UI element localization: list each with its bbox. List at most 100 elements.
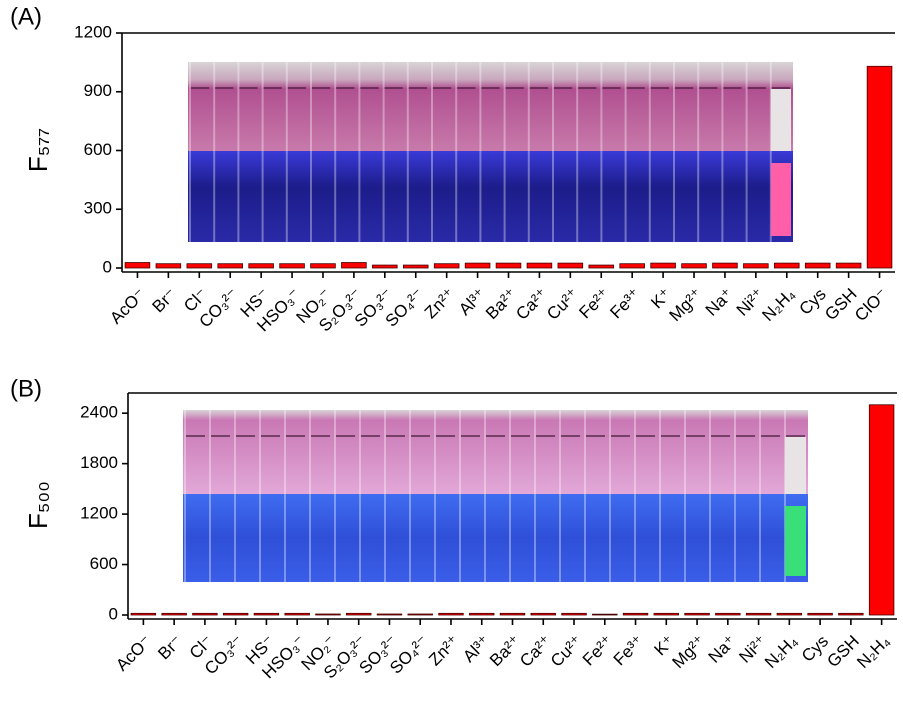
bar: [130, 612, 157, 616]
x-tick-label: Ca²⁺: [516, 632, 555, 671]
bar: [499, 612, 526, 616]
bar: [376, 613, 403, 616]
x-tick-label: Ba²⁺: [482, 285, 520, 323]
inset-photo-top: [183, 410, 808, 494]
x-tick-label: Al³⁺: [455, 285, 489, 319]
bar: [372, 264, 398, 269]
y-tick-label: 600: [84, 140, 112, 159]
x-tick-label: Mg²⁺: [666, 285, 706, 325]
x-tick-label: Ca²⁺: [512, 285, 551, 324]
bar: [315, 613, 341, 616]
bar: [402, 264, 429, 269]
bar: [222, 612, 249, 616]
bar: [469, 612, 495, 616]
y-tick-label: 1200: [74, 22, 112, 41]
bar: [866, 65, 893, 269]
bar: [345, 612, 372, 616]
x-tick-label: Na⁺: [705, 632, 740, 667]
x-tick-label: Br⁻: [149, 285, 181, 317]
y-tick-label: 900: [84, 81, 112, 100]
inset-last-bottom: [770, 163, 791, 236]
y-axis-label: F₅₀₀: [23, 481, 53, 529]
x-tick-label: Fe³⁺: [606, 285, 644, 323]
bar: [650, 262, 676, 269]
bar: [622, 612, 649, 616]
bar: [835, 262, 862, 269]
x-tick-label: Fe²⁺: [575, 285, 613, 323]
x-tick-label: Fe³⁺: [610, 632, 648, 670]
bar: [248, 263, 274, 269]
bar: [526, 262, 553, 269]
x-tick-label: N₂H₄: [758, 285, 798, 325]
bar: [745, 612, 772, 616]
x-tick-label: ClO⁻: [851, 285, 891, 325]
inset-photo-top: [188, 62, 793, 151]
bar: [681, 263, 707, 269]
y-tick-label: 2400: [80, 403, 118, 422]
bar: [774, 262, 800, 269]
y-tick-label: 300: [84, 199, 112, 218]
y-tick-label: 1800: [80, 453, 118, 472]
bar: [155, 263, 182, 269]
bar: [776, 612, 803, 616]
x-tick-label: Br⁻: [154, 632, 186, 664]
y-tick-label: 1200: [80, 504, 118, 523]
bar: [712, 262, 738, 269]
panel-label: (B): [10, 375, 42, 402]
bar: [807, 612, 833, 616]
x-tick-label: AcO⁻: [106, 285, 149, 328]
panel-label: (A): [10, 3, 42, 30]
x-tick-label: Cu²⁺: [547, 632, 586, 671]
x-tick-label: Zn²⁺: [425, 632, 463, 670]
bar: [592, 613, 618, 616]
bar: [192, 612, 218, 616]
x-tick-label: Al³⁺: [459, 632, 493, 666]
bar: [279, 263, 305, 269]
x-tick-label: N₂H₄: [853, 632, 893, 672]
bar: [124, 262, 151, 269]
bar: [684, 612, 710, 616]
y-tick-label: 600: [90, 554, 118, 573]
bar: [868, 404, 895, 616]
bar: [588, 264, 615, 269]
y-tick-label: 0: [103, 257, 112, 276]
inset-last-top: [785, 437, 806, 494]
bar: [438, 612, 464, 616]
bar: [341, 262, 367, 269]
bar: [619, 263, 645, 269]
bar: [217, 263, 243, 269]
bar: [433, 263, 460, 269]
bar: [284, 612, 310, 616]
bar: [557, 262, 584, 269]
x-tick-label: Cu²⁺: [543, 285, 582, 324]
x-tick-label: Fe²⁺: [579, 632, 617, 670]
bar: [743, 263, 769, 269]
x-tick-label: GSH: [821, 285, 860, 324]
bar: [253, 612, 280, 616]
x-tick-label: GSH: [823, 632, 862, 671]
bar: [530, 612, 556, 616]
bar: [495, 262, 522, 269]
bar: [653, 612, 680, 616]
y-axis-label: F₅₇₇: [23, 128, 53, 172]
inset-last-bottom: [785, 506, 806, 576]
bar: [186, 263, 213, 269]
bar: [561, 612, 587, 616]
inset-photo-bottom: [183, 494, 808, 582]
bar: [838, 612, 864, 616]
bar: [715, 612, 741, 616]
bar: [804, 262, 831, 269]
bar: [161, 612, 187, 616]
x-tick-label: Ba²⁺: [486, 632, 524, 670]
x-tick-label: Zn²⁺: [421, 285, 459, 323]
bar: [407, 613, 433, 616]
x-tick-label: N₂H₄: [761, 632, 801, 672]
bar: [464, 262, 491, 269]
x-tick-label: Mg²⁺: [669, 632, 709, 672]
x-tick-label: AcO⁻: [112, 632, 155, 675]
bar: [310, 263, 336, 269]
inset-last-top: [770, 89, 791, 151]
y-tick-label: 0: [109, 604, 118, 623]
x-tick-label: Na⁺: [702, 285, 737, 320]
